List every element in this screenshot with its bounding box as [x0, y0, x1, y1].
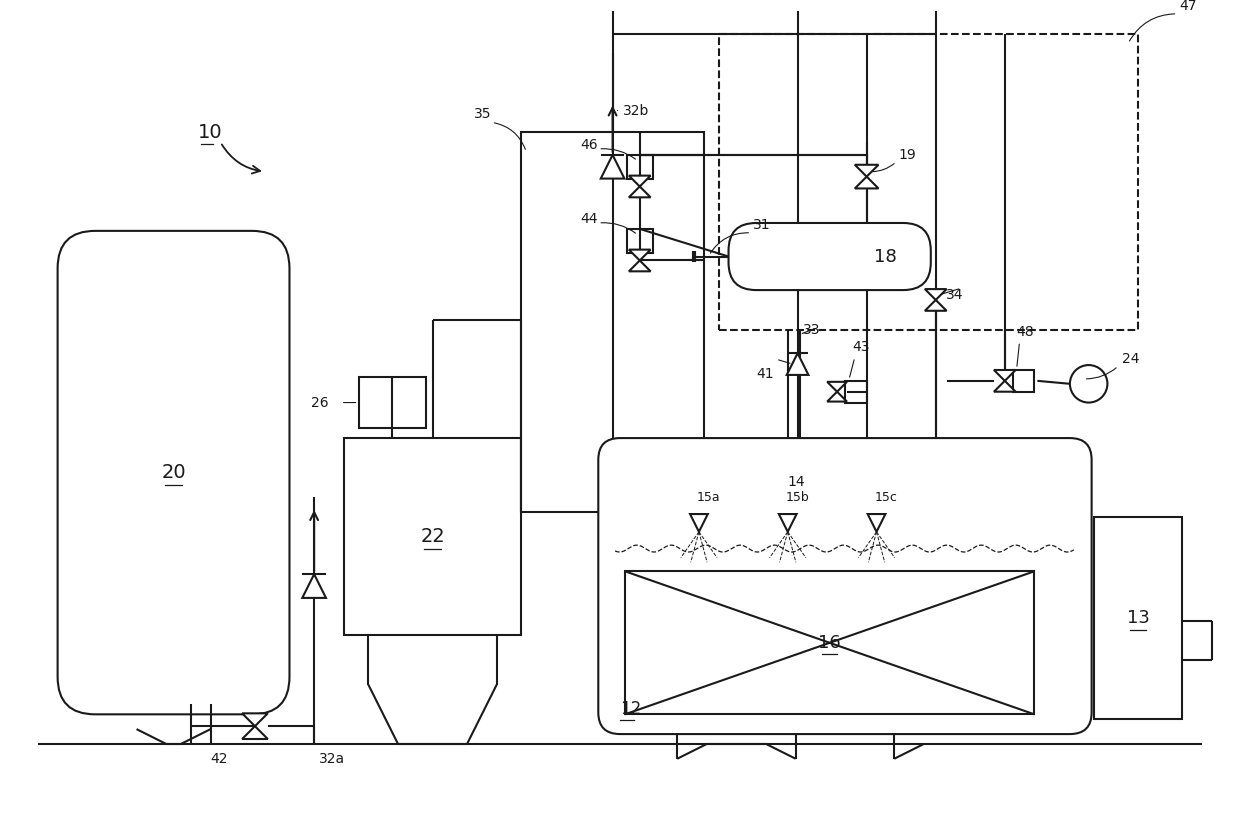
Circle shape — [1070, 365, 1107, 402]
FancyBboxPatch shape — [598, 438, 1091, 734]
Text: 24: 24 — [1122, 352, 1140, 366]
Polygon shape — [242, 726, 268, 739]
Text: 32a: 32a — [319, 752, 345, 766]
Polygon shape — [600, 155, 625, 179]
Bar — [627, 229, 652, 253]
Bar — [1013, 370, 1034, 392]
Bar — [627, 155, 652, 179]
Polygon shape — [689, 514, 708, 532]
Text: 44: 44 — [580, 212, 598, 226]
FancyBboxPatch shape — [729, 223, 931, 290]
Text: 31: 31 — [753, 218, 771, 232]
Text: 34: 34 — [946, 288, 963, 302]
Polygon shape — [925, 289, 946, 300]
Text: 32b: 32b — [622, 103, 649, 118]
Polygon shape — [629, 176, 651, 186]
Text: 15b: 15b — [786, 491, 810, 504]
Text: 15c: 15c — [874, 491, 898, 504]
Bar — [521, 133, 704, 512]
Polygon shape — [786, 353, 808, 375]
Polygon shape — [629, 186, 651, 198]
Text: 42: 42 — [211, 752, 228, 766]
Polygon shape — [854, 176, 878, 189]
Polygon shape — [994, 370, 1016, 380]
Text: 22: 22 — [420, 528, 445, 546]
Bar — [719, 33, 1138, 329]
Polygon shape — [994, 380, 1016, 392]
Bar — [625, 572, 1034, 715]
Bar — [844, 380, 867, 402]
Text: 41: 41 — [756, 367, 774, 381]
Text: 14: 14 — [787, 476, 805, 489]
Text: 46: 46 — [580, 138, 598, 152]
Polygon shape — [925, 300, 946, 311]
Text: 33: 33 — [802, 323, 820, 337]
Bar — [343, 438, 521, 636]
Polygon shape — [242, 713, 268, 726]
Text: 13: 13 — [1127, 609, 1149, 627]
Text: 26: 26 — [311, 396, 329, 410]
Polygon shape — [303, 574, 326, 598]
Text: 47: 47 — [1179, 0, 1197, 13]
Bar — [1094, 517, 1183, 720]
Polygon shape — [827, 382, 847, 392]
Polygon shape — [629, 260, 651, 272]
Text: 48: 48 — [1017, 324, 1034, 338]
Text: 43: 43 — [852, 341, 869, 354]
Polygon shape — [779, 514, 796, 532]
FancyBboxPatch shape — [57, 231, 289, 715]
Text: 35: 35 — [474, 107, 491, 121]
Text: 19: 19 — [898, 148, 916, 162]
Polygon shape — [868, 514, 885, 532]
Text: 12: 12 — [620, 701, 641, 719]
Polygon shape — [854, 165, 878, 176]
Text: 16: 16 — [818, 634, 841, 652]
Polygon shape — [827, 392, 847, 402]
Text: 20: 20 — [161, 463, 186, 482]
Polygon shape — [629, 250, 651, 260]
Bar — [358, 377, 425, 428]
Text: 15a: 15a — [697, 491, 720, 504]
Text: 10: 10 — [197, 123, 222, 141]
Text: 18: 18 — [873, 247, 897, 266]
